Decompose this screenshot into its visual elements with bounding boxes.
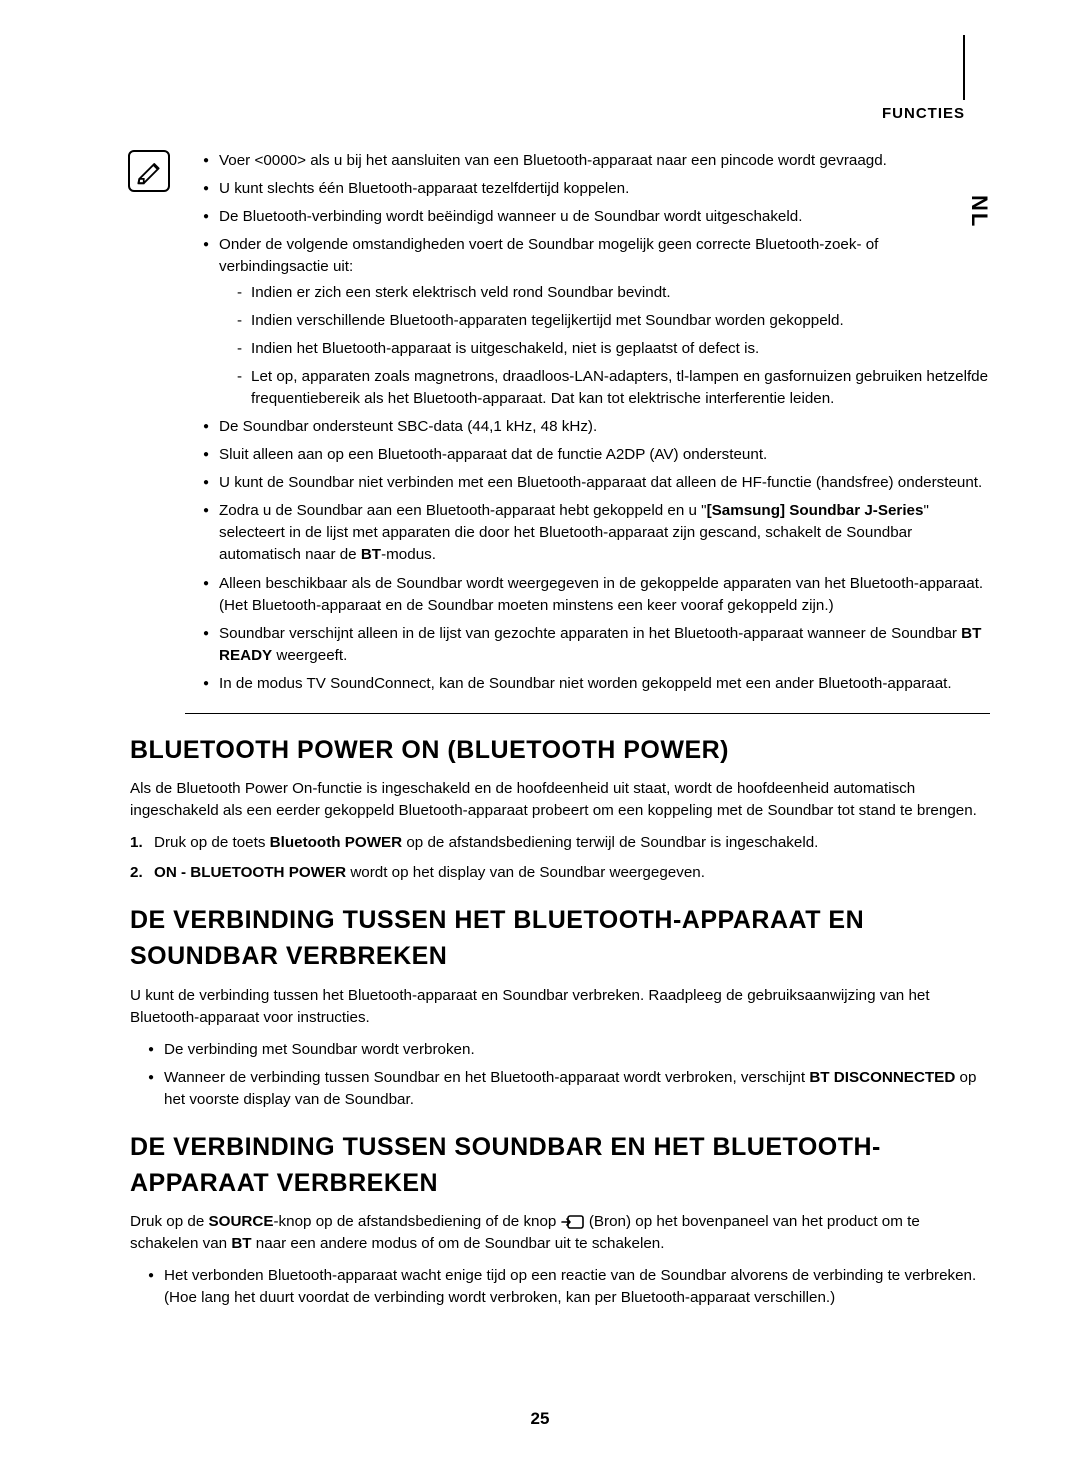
bullet: Wanneer de verbinding tussen Soundbar en… — [148, 1067, 990, 1111]
text: wordt op het display van de Soundbar wee… — [346, 864, 705, 881]
note-bullet: De Soundbar ondersteunt SBC-data (44,1 k… — [203, 416, 990, 438]
header-section-label: FUNCTIES — [882, 105, 965, 122]
step-number: 2. — [130, 862, 143, 884]
section-title: DE VERBINDING TUSSEN SOUNDBAR EN HET BLU… — [130, 1129, 990, 1202]
note-bullet: Onder de volgende omstandigheden voert d… — [203, 234, 990, 410]
bold-text: BT — [361, 546, 381, 563]
note-bullet: Zodra u de Soundbar aan een Bluetooth-ap… — [203, 500, 990, 566]
note-bullet-text: Onder de volgende omstandigheden voert d… — [219, 236, 878, 275]
section-title: DE VERBINDING TUSSEN HET BLUETOOTH-APPAR… — [130, 902, 990, 975]
header-divider — [963, 35, 965, 100]
bold-text: ON - BLUETOOTH POWER — [154, 864, 346, 881]
note-bullet: U kunt slechts één Bluetooth-apparaat te… — [203, 178, 990, 200]
note-bullet: Alleen beschikbaar als de Soundbar wordt… — [203, 573, 990, 617]
note-sub-bullet: Indien het Bluetooth-apparaat is uitgesc… — [237, 338, 990, 360]
text: Druk op de — [130, 1213, 209, 1230]
section-title: BLUETOOTH POWER ON (BLUETOOTH POWER) — [130, 732, 990, 768]
bold-text: Bluetooth POWER — [270, 834, 402, 851]
source-icon — [561, 1214, 585, 1230]
bold-text: SOURCE — [209, 1213, 274, 1230]
note-sub-bullet: Indien er zich een sterk elektrisch veld… — [237, 282, 990, 304]
text: -knop op de afstandsbediening of de knop — [274, 1213, 561, 1230]
step-item: 2. ON - BLUETOOTH POWER wordt op het dis… — [130, 862, 990, 884]
section-bluetooth-power-on: BLUETOOTH POWER ON (BLUETOOTH POWER) Als… — [130, 732, 990, 884]
note-bullet: In de modus TV SoundConnect, kan de Soun… — [203, 673, 990, 695]
text: naar een andere modus of om de Soundbar … — [252, 1235, 665, 1252]
note-bullet: U kunt de Soundbar niet verbinden met ee… — [203, 472, 990, 494]
note-sub-bullet: Indien verschillende Bluetooth-apparaten… — [237, 310, 990, 332]
bullet: De verbinding met Soundbar wordt verbrok… — [148, 1039, 990, 1061]
text: weergeeft. — [272, 647, 347, 664]
note-bullet: Sluit alleen aan op een Bluetooth-appara… — [203, 444, 990, 466]
note-sub-bullet: Let op, apparaten zoals magnetrons, draa… — [237, 366, 990, 410]
step-item: 1. Druk op de toets Bluetooth POWER op d… — [130, 832, 990, 854]
bold-text: BT — [231, 1235, 251, 1252]
bullet: Het verbonden Bluetooth-apparaat wacht e… — [148, 1265, 990, 1309]
section-disconnect-device: DE VERBINDING TUSSEN HET BLUETOOTH-APPAR… — [130, 902, 990, 1111]
text: Soundbar verschijnt alleen in de lijst v… — [219, 625, 961, 642]
text: Wanneer de verbinding tussen Soundbar en… — [164, 1069, 809, 1086]
bold-text: [Samsung] Soundbar J-Series — [707, 502, 924, 519]
section-intro: Als de Bluetooth Power On-functie is ing… — [130, 778, 990, 822]
step-number: 1. — [130, 832, 143, 854]
section-intro: U kunt de verbinding tussen het Bluetoot… — [130, 985, 990, 1029]
text: op de afstandsbediening terwijl de Sound… — [402, 834, 818, 851]
bold-text: BT DISCONNECTED — [809, 1069, 955, 1086]
text: Zodra u de Soundbar aan een Bluetooth-ap… — [219, 502, 707, 519]
note-block: Voer <0000> als u bij het aansluiten van… — [185, 150, 990, 1309]
text: Druk op de toets — [154, 834, 270, 851]
page-number: 25 — [531, 1409, 550, 1429]
note-icon — [128, 150, 170, 192]
note-bullet: Soundbar verschijnt alleen in de lijst v… — [203, 623, 990, 667]
section-divider — [185, 713, 990, 714]
section-intro: Druk op de SOURCE-knop op de afstandsbed… — [130, 1211, 990, 1255]
note-bullet: De Bluetooth-verbinding wordt beëindigd … — [203, 206, 990, 228]
text: -modus. — [381, 546, 436, 563]
note-bullet: Voer <0000> als u bij het aansluiten van… — [203, 150, 990, 172]
section-disconnect-soundbar: DE VERBINDING TUSSEN SOUNDBAR EN HET BLU… — [130, 1129, 990, 1310]
